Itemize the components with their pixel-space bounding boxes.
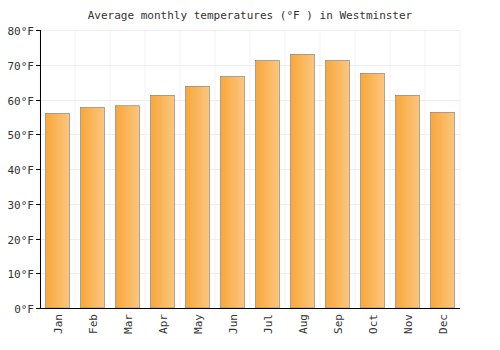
- x-tick-label: Jan: [52, 314, 65, 334]
- grid-line: [40, 65, 460, 66]
- x-tick-label: Feb: [87, 314, 100, 334]
- x-tick-label: Jun: [227, 314, 240, 334]
- x-tick-label: Sep: [332, 314, 345, 334]
- tick: [36, 169, 40, 170]
- tick: [36, 308, 40, 309]
- y-tick-label: 40°F: [8, 164, 35, 177]
- grid-line: [40, 30, 460, 31]
- grid-line: [40, 308, 460, 309]
- x-tick-label: Oct: [367, 314, 380, 334]
- bar: [431, 112, 455, 308]
- x-tick-label: May: [192, 314, 205, 334]
- y-tick-label: 30°F: [8, 199, 35, 212]
- tick: [36, 100, 40, 101]
- bar: [221, 77, 245, 308]
- x-tick-label: Aug: [297, 314, 310, 334]
- bar: [291, 54, 315, 308]
- x-tick-label: Apr: [157, 314, 170, 334]
- x-tick-label: Mar: [122, 314, 135, 334]
- bar: [326, 61, 350, 308]
- bar: [46, 113, 70, 308]
- y-tick-label: 10°F: [8, 268, 35, 281]
- y-tick-label: 70°F: [8, 60, 35, 73]
- bars: [46, 54, 455, 308]
- y-tick-label: 20°F: [8, 234, 35, 247]
- y-tick-label: 0°F: [14, 303, 34, 316]
- tick: [36, 239, 40, 240]
- bar: [186, 86, 210, 308]
- tick: [36, 204, 40, 205]
- bar: [81, 107, 105, 308]
- chart: Average monthly temperatures (°F ) in We…: [0, 0, 500, 350]
- tick: [36, 65, 40, 66]
- bar: [396, 95, 420, 308]
- x-tick-label: Dec: [437, 314, 450, 334]
- bar: [151, 95, 175, 308]
- x-tick-label: Nov: [402, 314, 415, 334]
- x-tick-label: Jul: [262, 314, 275, 334]
- bar: [116, 106, 140, 308]
- y-axis: [40, 30, 41, 308]
- title: Average monthly temperatures (°F ) in We…: [88, 9, 413, 22]
- tick: [36, 273, 40, 274]
- x-axis: [40, 308, 460, 309]
- tick: [36, 30, 40, 31]
- bar: [361, 73, 385, 308]
- y-tick-label: 80°F: [8, 25, 35, 38]
- y-tick-label: 50°F: [8, 129, 35, 142]
- y-tick-label: 60°F: [8, 95, 35, 108]
- bar: [256, 61, 280, 308]
- tick: [36, 134, 40, 135]
